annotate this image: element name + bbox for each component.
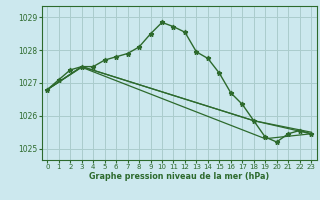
X-axis label: Graphe pression niveau de la mer (hPa): Graphe pression niveau de la mer (hPa) <box>89 172 269 181</box>
